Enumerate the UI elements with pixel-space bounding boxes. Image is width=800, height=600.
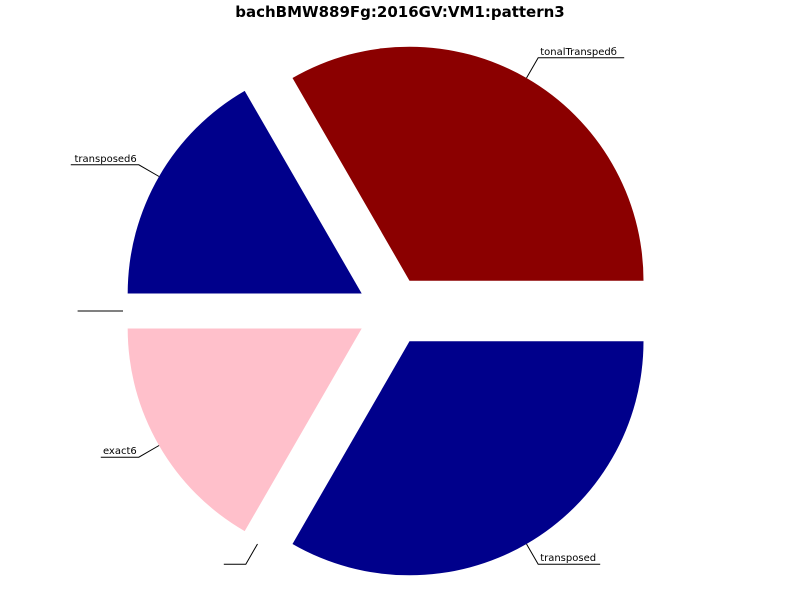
leader-line-3 — [100, 445, 160, 458]
slice-label-5: transposed — [540, 553, 596, 564]
leader-line-0 — [526, 57, 625, 79]
leader-line-4 — [223, 543, 258, 565]
slice-label-0: tonalTranspedб — [540, 47, 617, 58]
pie-slice-3 — [127, 328, 362, 532]
leader-line-1 — [70, 164, 160, 177]
slice-label-1: transposed6 — [75, 154, 137, 165]
chart-title: bachBMW889Fg:2016GV:VM1:pattern3 — [235, 3, 565, 21]
pie-slice-0 — [292, 46, 644, 281]
slice-label-3: exact6 — [103, 446, 137, 457]
pie-slice-1 — [127, 90, 362, 294]
leader-line-5 — [526, 543, 601, 565]
pie-slice-5 — [292, 341, 644, 576]
